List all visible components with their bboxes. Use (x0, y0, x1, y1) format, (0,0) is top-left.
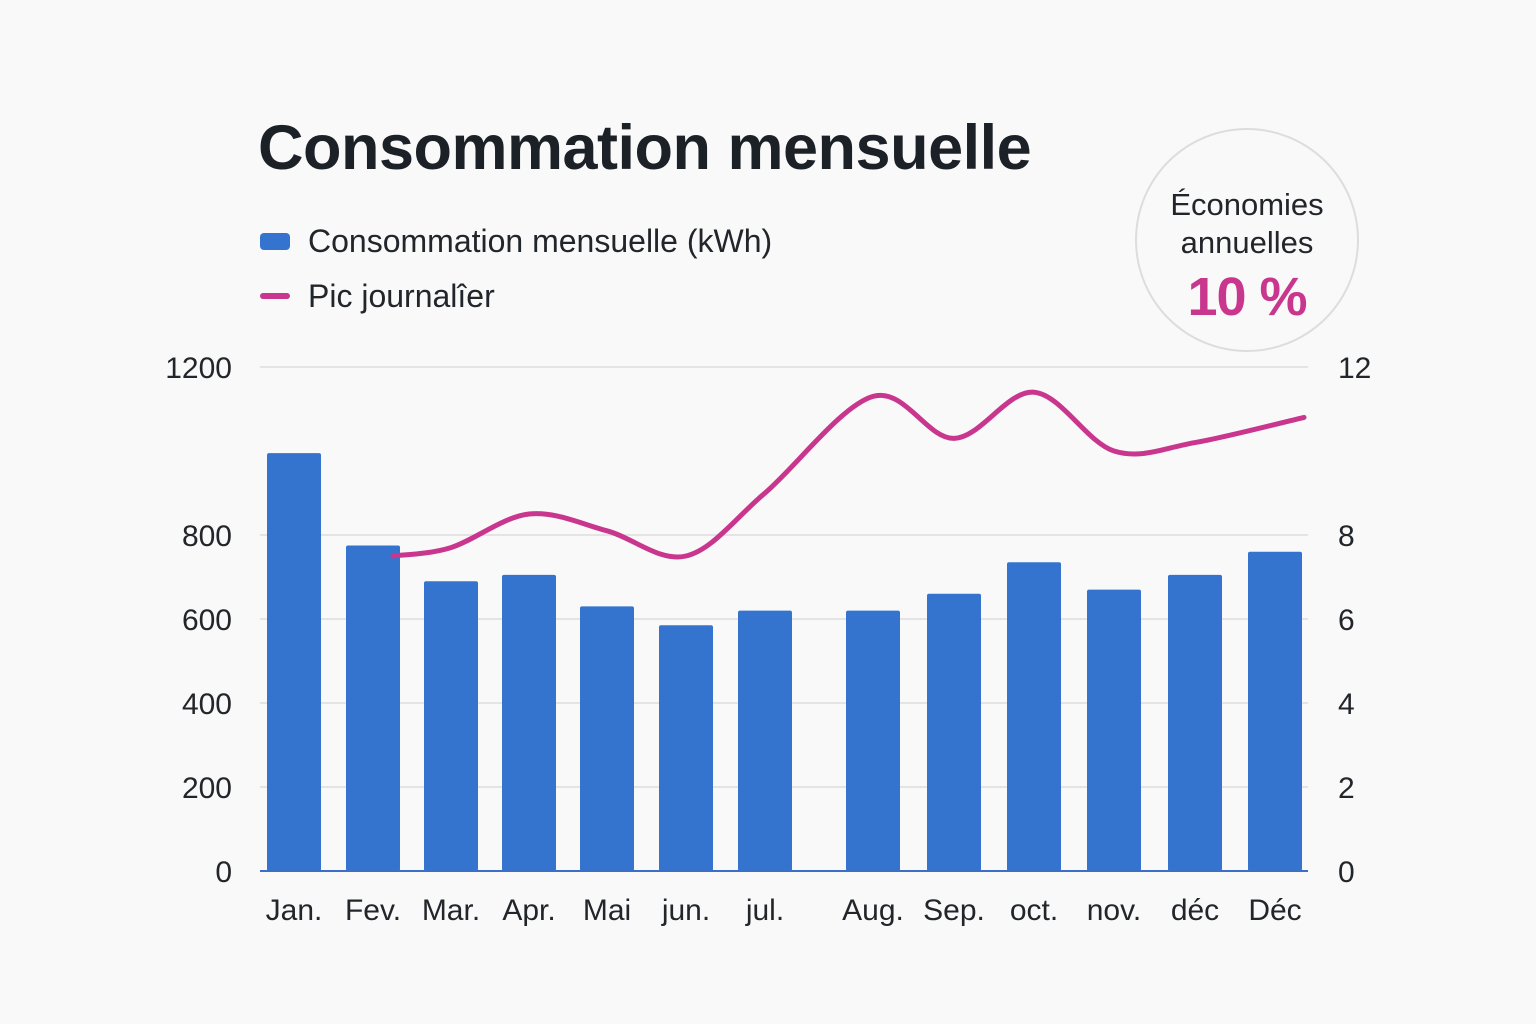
bar (1007, 562, 1061, 871)
y-left-tick-label: 0 (215, 856, 232, 889)
savings-badge: Économies annuelles 10 % (1135, 128, 1359, 352)
bar (846, 610, 900, 871)
bar (580, 606, 634, 871)
x-tick-label: déc (1171, 894, 1219, 927)
x-tick-label: jul. (745, 894, 784, 927)
legend-item-peak: Pic journalîer (260, 273, 772, 319)
x-tick-label: Fev. (345, 894, 401, 927)
bar (502, 574, 556, 871)
savings-badge-label: Économies annuelles (1170, 187, 1324, 260)
x-tick-label: Mar. (422, 894, 480, 927)
x-tick-label: Sep. (923, 894, 985, 927)
bar (659, 625, 713, 871)
legend-swatch-bar (260, 232, 290, 250)
y-right-tick-label: 4 (1338, 688, 1355, 721)
peak-line-layer (390, 389, 1307, 560)
savings-badge-value: 10 % (1187, 267, 1307, 327)
y-right-tick-label: 6 (1338, 604, 1355, 637)
chart-title: Consommation mensuelle (258, 113, 1032, 183)
bar (346, 545, 400, 871)
legend-label-consumption: Consommation mensuelle (kWh) (308, 222, 773, 259)
y-right-tick-label: 12 (1338, 352, 1371, 385)
y-left-tick-label: 200 (182, 772, 232, 805)
legend-label-peak: Pic journalîer (308, 277, 495, 314)
bar (927, 593, 981, 871)
x-tick-label: jun. (661, 894, 710, 927)
bar (738, 610, 792, 871)
y-right-tick-label: 8 (1338, 520, 1355, 553)
x-tick-label: Déc (1248, 894, 1301, 927)
bar (267, 453, 321, 871)
legend: Consommation mensuelle (kWh) Pic journal… (260, 218, 772, 328)
bar (1168, 574, 1222, 871)
bars (267, 453, 1302, 871)
bar (424, 581, 478, 871)
x-tick-label: Jan. (266, 894, 323, 927)
bar (1248, 551, 1302, 871)
x-tick-label: Aug. (842, 894, 904, 927)
x-tick-label: Apr. (502, 894, 555, 927)
x-tick-label: Mai (583, 894, 631, 927)
y-right-tick-label: 0 (1338, 856, 1355, 889)
x-tick-label: nov. (1087, 894, 1141, 927)
tick-labels: 0 200 400 600 800 1200 0 2 4 6 8 12 Jan. Fev. Mar. Apr.… (165, 352, 1371, 927)
peak-line (390, 389, 1307, 560)
y-left-tick-label: 1200 (165, 352, 232, 385)
y-left-tick-label: 800 (182, 520, 232, 553)
legend-item-consumption: Consommation mensuelle (kWh) (260, 218, 772, 264)
bar (1087, 589, 1141, 871)
y-left-tick-label: 600 (182, 604, 232, 637)
y-left-tick-label: 400 (182, 688, 232, 721)
y-right-tick-label: 2 (1338, 772, 1355, 805)
legend-swatch-line (260, 293, 290, 299)
x-tick-label: oct. (1010, 894, 1058, 927)
